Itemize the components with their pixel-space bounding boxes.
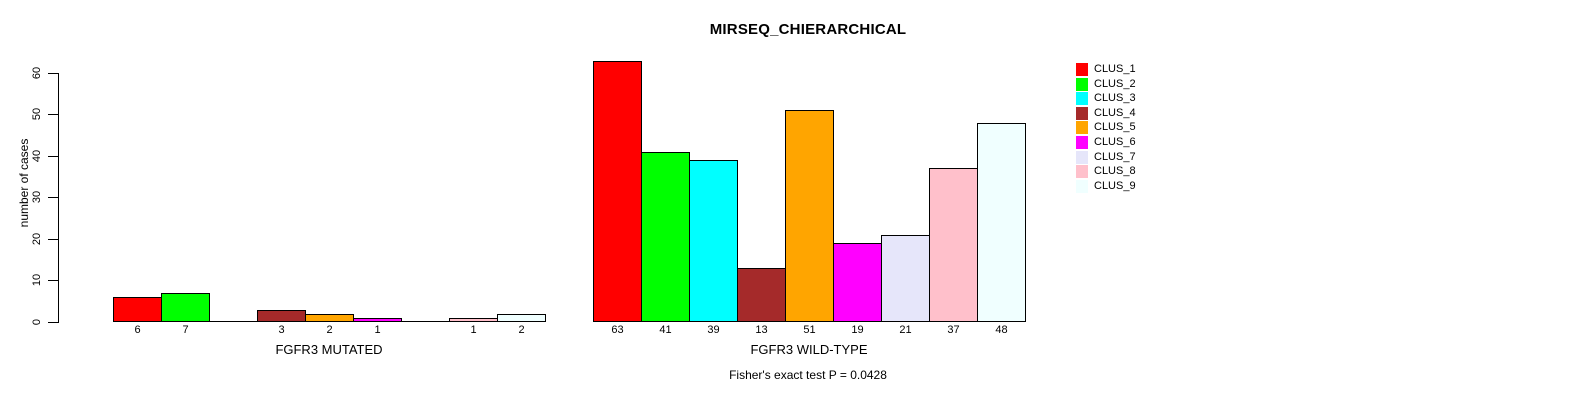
y-tick-mark bbox=[48, 197, 58, 198]
y-axis-label: number of cases bbox=[17, 138, 31, 228]
y-tick-label: 40 bbox=[31, 149, 43, 163]
legend-swatch-clus-6 bbox=[1076, 136, 1088, 149]
y-tick-label: 60 bbox=[31, 66, 43, 80]
y-axis-line bbox=[58, 73, 59, 323]
legend-label-clus-7: CLUS_7 bbox=[1094, 151, 1136, 163]
y-tick-label: 50 bbox=[31, 107, 43, 121]
bar-value-label-clus-8-wild-type: 37 bbox=[947, 324, 960, 336]
group-label-fgfr3-mutated: FGFR3 MUTATED bbox=[275, 342, 383, 357]
bar-value-label-clus-8-mutated: 1 bbox=[470, 324, 477, 336]
y-tick-label: 10 bbox=[31, 273, 43, 287]
bar-clus-3-wild-type bbox=[689, 160, 738, 322]
bar-clus-7-wild-type bbox=[881, 235, 930, 322]
y-tick-mark bbox=[48, 280, 58, 281]
y-tick-label: 20 bbox=[31, 232, 43, 246]
y-tick-mark bbox=[48, 322, 58, 323]
legend-label-clus-8: CLUS_8 bbox=[1094, 165, 1136, 177]
legend-label-clus-9: CLUS_9 bbox=[1094, 180, 1136, 192]
bar-clus-7-mutated-zero bbox=[401, 321, 450, 322]
y-tick-label: 30 bbox=[31, 190, 43, 204]
bar-clus-1-mutated bbox=[113, 297, 162, 322]
legend-swatch-clus-8 bbox=[1076, 165, 1088, 178]
bar-value-label-clus-4-wild-type: 13 bbox=[755, 324, 768, 336]
chart-title: MIRSEQ_CHIERARCHICAL bbox=[709, 21, 907, 38]
bar-clus-4-mutated bbox=[257, 310, 306, 322]
bar-clus-6-wild-type bbox=[833, 243, 882, 322]
bar-clus-1-wild-type bbox=[593, 61, 642, 322]
bar-value-label-clus-1-wild-type: 63 bbox=[611, 324, 624, 336]
legend-swatch-clus-5 bbox=[1076, 121, 1088, 134]
y-tick-mark bbox=[48, 73, 58, 74]
legend-label-clus-6: CLUS_6 bbox=[1094, 136, 1136, 148]
bar-value-label-clus-1-mutated: 6 bbox=[134, 324, 141, 336]
legend-label-clus-4: CLUS_4 bbox=[1094, 107, 1136, 119]
bar-value-label-clus-3-wild-type: 39 bbox=[707, 324, 720, 336]
legend-label-clus-2: CLUS_2 bbox=[1094, 78, 1136, 90]
y-tick-mark bbox=[48, 114, 58, 115]
bar-clus-8-mutated bbox=[449, 318, 498, 322]
bar-value-label-clus-4-mutated: 3 bbox=[278, 324, 285, 336]
bar-clus-6-mutated bbox=[353, 318, 402, 322]
legend-swatch-clus-3 bbox=[1076, 92, 1088, 105]
legend-swatch-clus-9 bbox=[1076, 180, 1088, 193]
fisher-test-annotation: Fisher's exact test P = 0.0428 bbox=[729, 368, 887, 382]
bar-clus-5-wild-type bbox=[785, 110, 834, 322]
bar-value-label-clus-2-mutated: 7 bbox=[182, 324, 189, 336]
legend-label-clus-5: CLUS_5 bbox=[1094, 121, 1136, 133]
bar-value-label-clus-7-wild-type: 21 bbox=[899, 324, 912, 336]
bar-value-label-clus-6-wild-type: 19 bbox=[851, 324, 864, 336]
bar-value-label-clus-2-wild-type: 41 bbox=[659, 324, 672, 336]
legend-swatch-clus-7 bbox=[1076, 151, 1088, 164]
bar-value-label-clus-9-mutated: 2 bbox=[518, 324, 525, 336]
bar-clus-2-mutated bbox=[161, 293, 210, 322]
bar-clus-9-wild-type bbox=[977, 123, 1026, 322]
bar-clus-4-wild-type bbox=[737, 268, 786, 322]
y-tick-mark bbox=[48, 156, 58, 157]
bar-value-label-clus-9-wild-type: 48 bbox=[995, 324, 1008, 336]
legend-swatch-clus-2 bbox=[1076, 78, 1088, 91]
bar-clus-9-mutated bbox=[497, 314, 546, 322]
legend-label-clus-3: CLUS_3 bbox=[1094, 92, 1136, 104]
bar-clus-8-wild-type bbox=[929, 168, 978, 322]
group-label-fgfr3-wild-type: FGFR3 WILD-TYPE bbox=[750, 342, 868, 357]
y-tick-mark bbox=[48, 239, 58, 240]
legend-swatch-clus-1 bbox=[1076, 63, 1088, 76]
y-tick-label: 0 bbox=[31, 318, 43, 326]
bar-clus-3-mutated-zero bbox=[209, 321, 258, 322]
bar-value-label-clus-5-wild-type: 51 bbox=[803, 324, 816, 336]
bar-value-label-clus-6-mutated: 1 bbox=[374, 324, 381, 336]
bar-clus-2-wild-type bbox=[641, 152, 690, 322]
bar-clus-5-mutated bbox=[305, 314, 354, 322]
bar-value-label-clus-5-mutated: 2 bbox=[326, 324, 333, 336]
legend-swatch-clus-4 bbox=[1076, 107, 1088, 120]
legend-label-clus-1: CLUS_1 bbox=[1094, 63, 1136, 75]
